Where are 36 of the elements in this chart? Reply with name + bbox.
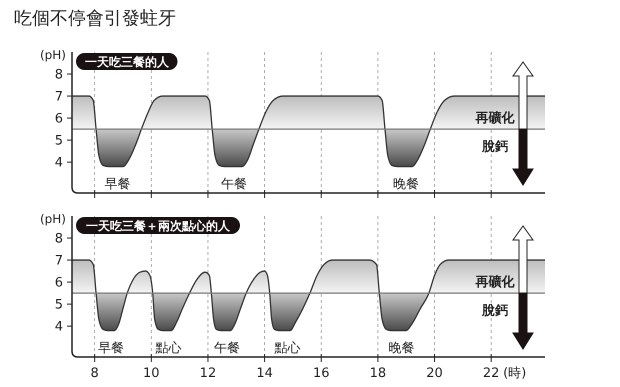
x-tick-label: 10 <box>143 366 160 381</box>
x-tick-label: 14 <box>256 366 273 381</box>
x-tick-label: 8 <box>90 366 99 381</box>
x-axis-title: (時) <box>503 366 526 381</box>
x-tick-label: 16 <box>312 366 330 381</box>
annotation: 晚餐 <box>393 177 420 192</box>
y-axis-title: (pH) <box>40 48 66 62</box>
chart-subtitle: 一天吃三餐＋兩次點心的人 <box>86 219 231 234</box>
annotation: 點心 <box>154 340 182 356</box>
y-tick-label: 7 <box>54 254 63 269</box>
x-tick-label: 18 <box>370 366 386 381</box>
x-tick-label: 20 <box>426 366 443 381</box>
x-tick-label: 22 <box>482 366 500 381</box>
annotation: 脫鈣 <box>481 304 508 319</box>
chart-subtitle: 一天吃三餐的人 <box>84 55 170 70</box>
annotation: 晚餐 <box>388 341 414 356</box>
y-tick-label: 4 <box>54 156 63 171</box>
annotation: 午餐 <box>221 177 248 192</box>
annotation: 點心 <box>273 340 300 356</box>
annotation: 再礦化 <box>474 110 516 126</box>
annotation: 早餐 <box>98 341 124 356</box>
chart-title: 吃個不停會引發蛀牙 <box>14 8 176 29</box>
annotation: 早餐 <box>104 177 130 192</box>
y-tick-label: 8 <box>54 232 63 247</box>
y-tick-label: 6 <box>54 276 63 291</box>
annotation: 脫鈣 <box>481 140 508 155</box>
y-tick-label: 8 <box>54 68 63 83</box>
y-tick-label: 5 <box>54 298 63 313</box>
y-tick-label: 6 <box>54 112 63 127</box>
y-tick-label: 5 <box>54 134 63 149</box>
x-tick-label: 12 <box>200 366 216 381</box>
annotation: 午餐 <box>214 341 240 356</box>
y-tick-label: 7 <box>54 90 63 105</box>
y-tick-label: 4 <box>54 320 63 335</box>
y-axis-title: (pH) <box>40 212 66 226</box>
annotation: 再礦化 <box>474 274 516 290</box>
